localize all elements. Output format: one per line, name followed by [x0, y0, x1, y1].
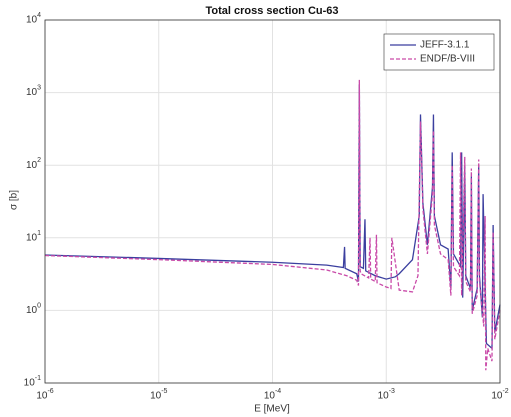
plot-frame: [44, 19, 501, 384]
series-line: [44, 79, 501, 371]
legend-label: JEFF-3.1.1: [420, 40, 470, 51]
legend-box: [383, 33, 495, 71]
legend: JEFF-3.1.1 ENDF/B-VIII: [383, 33, 495, 71]
chart-title: Total cross section Cu-63: [205, 5, 338, 17]
x-axis-label: E [MeV]: [254, 404, 290, 415]
y-axis-label: σ [b]: [9, 190, 20, 210]
legend-label: ENDF/B-VIII: [420, 54, 475, 65]
